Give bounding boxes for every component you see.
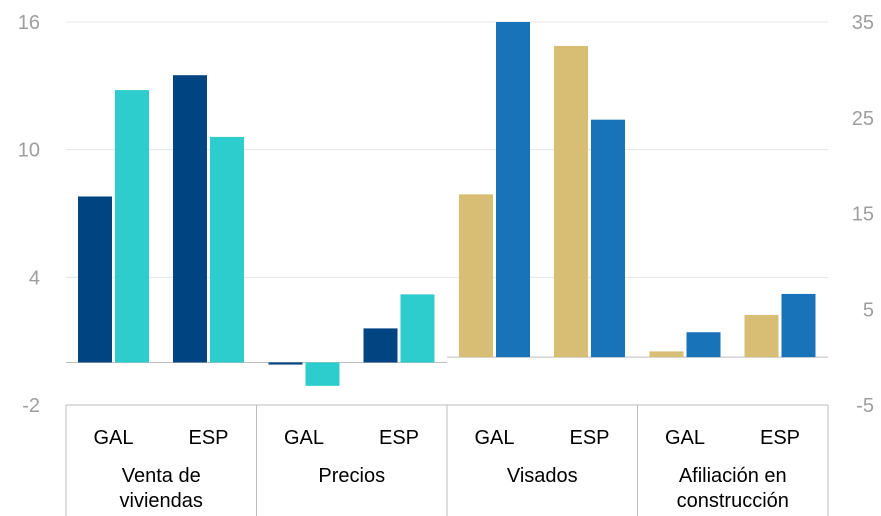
left-axis-ticks: -2 4 10 16 xyxy=(18,12,40,417)
subcategory-label: ESP xyxy=(379,427,419,449)
subcategory-label: GAL xyxy=(665,427,705,449)
right-tick-label: 25 xyxy=(852,108,874,130)
subcategory-label: ESP xyxy=(760,427,800,449)
right-tick-label: -5 xyxy=(856,395,874,417)
bar xyxy=(744,314,779,358)
subcategory-label: GAL xyxy=(93,427,133,449)
subcategory-label: GAL xyxy=(474,427,514,449)
right-tick-label: 35 xyxy=(852,12,874,34)
bar xyxy=(268,362,303,365)
right-axis-ticks: -5 5 15 25 35 xyxy=(852,12,874,417)
bar xyxy=(781,293,816,358)
subcategory-label: ESP xyxy=(569,427,609,449)
subcategory-label: ESP xyxy=(188,427,228,449)
right-tick-label: 5 xyxy=(863,299,874,321)
bar xyxy=(554,45,588,358)
bar xyxy=(400,294,435,363)
bar xyxy=(173,75,207,363)
group-label: Visados xyxy=(507,465,578,487)
left-tick-label: -2 xyxy=(22,395,40,417)
group-label: Afiliación en xyxy=(679,465,787,487)
subcategory-label: GAL xyxy=(284,427,324,449)
bar xyxy=(305,362,340,386)
bar xyxy=(591,119,625,358)
group-label: construcción xyxy=(677,490,789,512)
category-table: GAL ESP Venta de viviendas GAL ESP Precios GAL E… xyxy=(65,404,829,516)
left-tick-label: 16 xyxy=(18,12,40,34)
bar xyxy=(363,328,398,363)
right-tick-label: 15 xyxy=(852,204,874,226)
bar xyxy=(78,196,112,363)
group-label: viviendas xyxy=(120,490,203,512)
left-tick-label: 4 xyxy=(29,267,40,289)
bar xyxy=(115,90,149,363)
group-label: Venta de xyxy=(122,465,201,487)
group-label: Precios xyxy=(318,465,385,487)
left-tick-label: 10 xyxy=(18,140,40,162)
bar xyxy=(210,136,244,363)
bar xyxy=(459,194,493,358)
bars xyxy=(78,22,816,386)
bar xyxy=(686,332,721,358)
bar xyxy=(649,351,684,358)
bar xyxy=(496,22,530,358)
